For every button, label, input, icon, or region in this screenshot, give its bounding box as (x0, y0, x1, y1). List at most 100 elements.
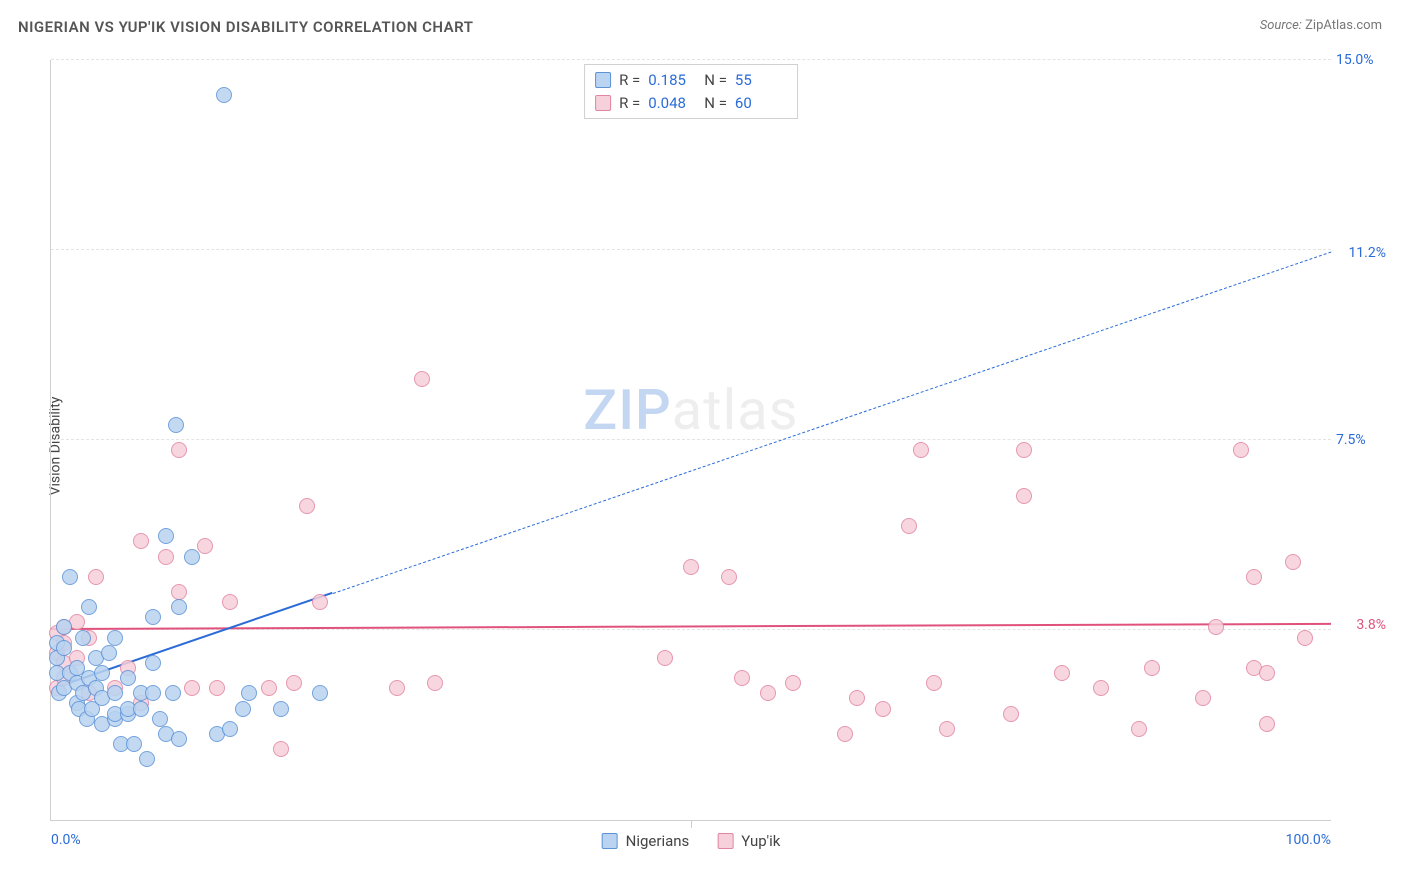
chart-container: NIGERIAN VS YUP'IK VISION DISABILITY COR… (0, 0, 1406, 892)
gridline (51, 439, 1331, 440)
point-nigerians (152, 711, 168, 727)
correlation-legend: R = 0.185 N = 55 R = 0.048 N = 60 (584, 64, 798, 119)
point-nigerians (62, 569, 78, 585)
point-yupik (1003, 706, 1019, 722)
x-tick-label: 0.0% (51, 832, 81, 848)
legend-swatch-yupik (717, 833, 733, 849)
point-nigerians (120, 670, 136, 686)
point-nigerians (81, 599, 97, 615)
point-nigerians (241, 685, 257, 701)
point-nigerians (107, 630, 123, 646)
point-yupik (427, 675, 443, 691)
plot-area: ZIPatlas R = 0.185 N = 55 R = 0.048 N = … (50, 60, 1331, 821)
point-yupik (286, 675, 302, 691)
point-yupik (1208, 619, 1224, 635)
source-prefix: Source: (1260, 18, 1302, 33)
point-yupik (760, 685, 776, 701)
y-tick-label: 15.0% (1336, 52, 1391, 68)
point-nigerians (145, 685, 161, 701)
point-nigerians (145, 609, 161, 625)
watermark: ZIPatlas (583, 377, 798, 443)
gridline (51, 59, 1331, 60)
point-yupik (414, 371, 430, 387)
legend-item-yupik: Yup'ik (717, 832, 780, 850)
watermark-part2: atlas (672, 377, 799, 443)
point-yupik (1093, 680, 1109, 696)
chart-title: NIGERIAN VS YUP'IK VISION DISABILITY COR… (18, 18, 473, 36)
point-yupik (1285, 554, 1301, 570)
legend-label-yupik: Yup'ik (741, 832, 780, 850)
point-nigerians (273, 701, 289, 717)
point-yupik (1131, 721, 1147, 737)
point-yupik (1054, 665, 1070, 681)
point-yupik (389, 680, 405, 696)
source-attribution: Source: ZipAtlas.com (1260, 18, 1382, 33)
point-yupik (1195, 690, 1211, 706)
legend-label-nigerians: Nigerians (626, 832, 690, 850)
x-tick (691, 820, 692, 828)
point-nigerians (139, 751, 155, 767)
point-nigerians (94, 665, 110, 681)
n-label-1: N = (704, 69, 727, 92)
point-yupik (1016, 442, 1032, 458)
point-yupik (657, 650, 673, 666)
legend-swatch-nigerians (602, 833, 618, 849)
point-yupik (88, 569, 104, 585)
point-yupik (1144, 660, 1160, 676)
legend-item-nigerians: Nigerians (602, 832, 690, 850)
point-nigerians (168, 417, 184, 433)
point-yupik (209, 680, 225, 696)
point-yupik (1259, 665, 1275, 681)
point-nigerians (107, 685, 123, 701)
point-yupik (683, 559, 699, 575)
point-yupik (171, 584, 187, 600)
point-yupik (901, 518, 917, 534)
x-tick-label: 100.0% (1286, 832, 1331, 848)
r-label-1: R = (619, 69, 640, 92)
point-yupik (939, 721, 955, 737)
point-yupik (1233, 442, 1249, 458)
point-yupik (133, 533, 149, 549)
point-yupik (273, 741, 289, 757)
point-yupik (734, 670, 750, 686)
point-nigerians (312, 685, 328, 701)
trend-end-label-yupik: 3.8% (1356, 617, 1386, 633)
point-nigerians (165, 685, 181, 701)
point-yupik (158, 549, 174, 565)
point-yupik (1016, 488, 1032, 504)
point-yupik (875, 701, 891, 717)
series-legend: Nigerians Yup'ik (602, 832, 781, 850)
n-value-1: 55 (735, 69, 783, 92)
point-nigerians (133, 701, 149, 717)
point-yupik (837, 726, 853, 742)
point-nigerians (235, 701, 251, 717)
point-nigerians (56, 619, 72, 635)
gridline (51, 249, 1331, 250)
point-nigerians (171, 731, 187, 747)
point-yupik (184, 680, 200, 696)
point-yupik (721, 569, 737, 585)
correlation-row-nigerians: R = 0.185 N = 55 (595, 69, 783, 92)
r-value-1: 0.185 (648, 69, 696, 92)
n-value-2: 60 (735, 92, 783, 115)
y-tick-label: 7.5% (1336, 432, 1391, 448)
point-yupik (197, 538, 213, 554)
swatch-yupik (595, 95, 611, 111)
source-name: ZipAtlas.com (1305, 18, 1382, 33)
point-yupik (299, 498, 315, 514)
point-yupik (312, 594, 328, 610)
watermark-part1: ZIP (583, 377, 671, 443)
point-nigerians (75, 630, 91, 646)
point-nigerians (171, 599, 187, 615)
r-label-2: R = (619, 92, 640, 115)
point-nigerians (56, 640, 72, 656)
point-yupik (261, 680, 277, 696)
r-value-2: 0.048 (648, 92, 696, 115)
point-nigerians (158, 528, 174, 544)
point-yupik (1246, 569, 1262, 585)
point-yupik (849, 690, 865, 706)
correlation-row-yupik: R = 0.048 N = 60 (595, 92, 783, 115)
point-yupik (1297, 630, 1313, 646)
swatch-nigerians (595, 72, 611, 88)
point-yupik (222, 594, 238, 610)
